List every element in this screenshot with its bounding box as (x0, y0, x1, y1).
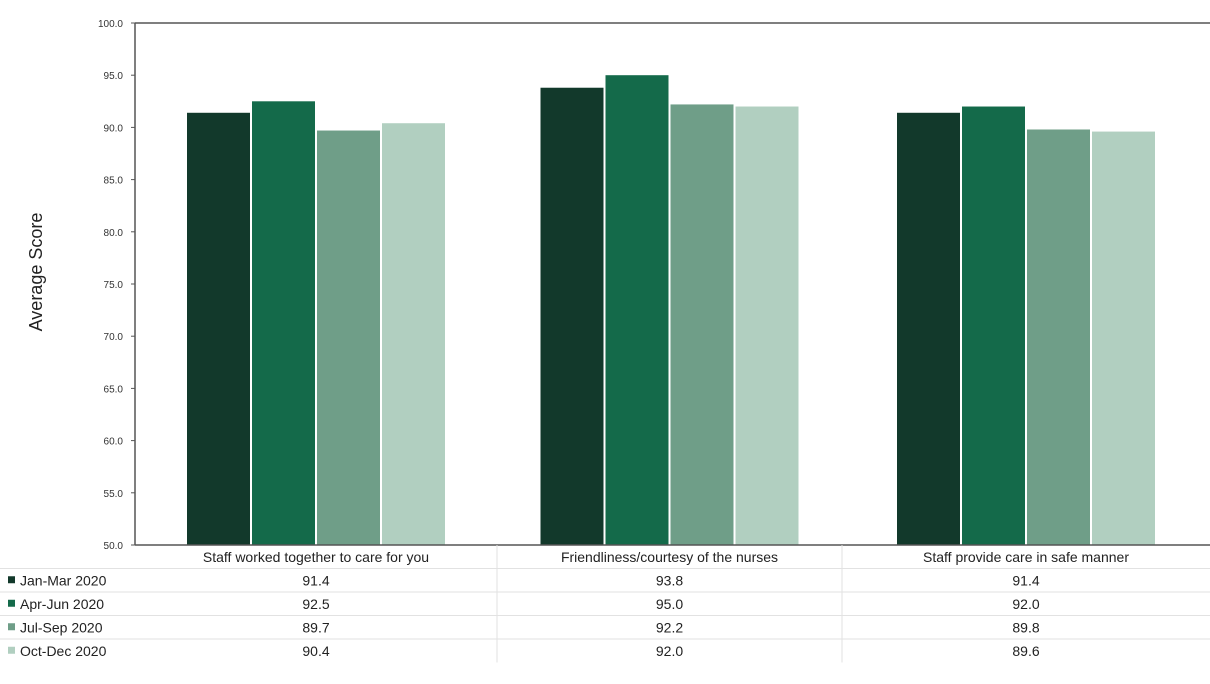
bar (252, 101, 315, 546)
data-label: 92.0 (1012, 596, 1039, 612)
bar (1027, 129, 1090, 545)
data-label: 92.2 (656, 619, 683, 635)
legend-swatch (8, 576, 15, 584)
y-tick-label: 50.0 (104, 541, 124, 552)
data-label: 91.4 (302, 572, 329, 588)
y-tick-label: 70.0 (104, 332, 124, 343)
bar (540, 87, 604, 545)
data-label: 92.0 (656, 643, 683, 659)
data-label: 95.0 (656, 596, 683, 612)
y-tick-label: 65.0 (104, 384, 124, 395)
data-label: 89.6 (1012, 643, 1039, 659)
data-label: 91.4 (1012, 572, 1039, 588)
data-label: 89.7 (302, 619, 329, 635)
y-axis: 50.0 55.0 60.0 65.0 70.0 75.0 80.0 85.0 90.0 95.0… (98, 19, 135, 552)
bar (962, 106, 1025, 546)
y-tick-label: 55.0 (104, 489, 124, 500)
y-tick-label: 95.0 (104, 71, 124, 82)
y-tick-label: 80.0 (104, 228, 124, 239)
x-tick-label: Friendliness/courtesy of the nurses (561, 549, 778, 565)
bar (187, 112, 250, 545)
bar (605, 75, 669, 545)
data-label: 90.4 (302, 643, 329, 659)
bar (1092, 131, 1155, 546)
legend-swatch (8, 646, 15, 654)
x-tick-label: Staff provide care in safe manner (923, 549, 1129, 565)
data-label: 92.5 (302, 596, 329, 612)
x-tick-label: Staff worked together to care for you (203, 549, 429, 565)
legend-label: Oct-Dec 2020 (20, 643, 107, 659)
y-axis-label: Average Score (26, 213, 46, 332)
plot-area (134, 22, 1210, 546)
bar (382, 123, 445, 545)
y-tick-label: 100.0 (98, 19, 123, 30)
legend-swatch (8, 599, 15, 607)
bar (897, 112, 960, 545)
y-tick-label: 85.0 (104, 176, 124, 187)
legend-label: Apr-Jun 2020 (20, 596, 104, 612)
y-tick-label: 90.0 (104, 123, 124, 134)
y-tick-label: 75.0 (104, 280, 124, 291)
y-tick-label: 60.0 (104, 437, 124, 448)
data-label: 93.8 (656, 572, 683, 588)
data-label: 89.8 (1012, 619, 1039, 635)
bar (317, 130, 380, 546)
legend-label: Jul-Sep 2020 (20, 619, 103, 635)
data-table: Staff worked together to care for you Fri… (0, 544, 1210, 663)
bar (670, 104, 734, 545)
bar (735, 106, 799, 546)
legend-label: Jan-Mar 2020 (20, 572, 107, 588)
legend-swatch (8, 623, 15, 631)
